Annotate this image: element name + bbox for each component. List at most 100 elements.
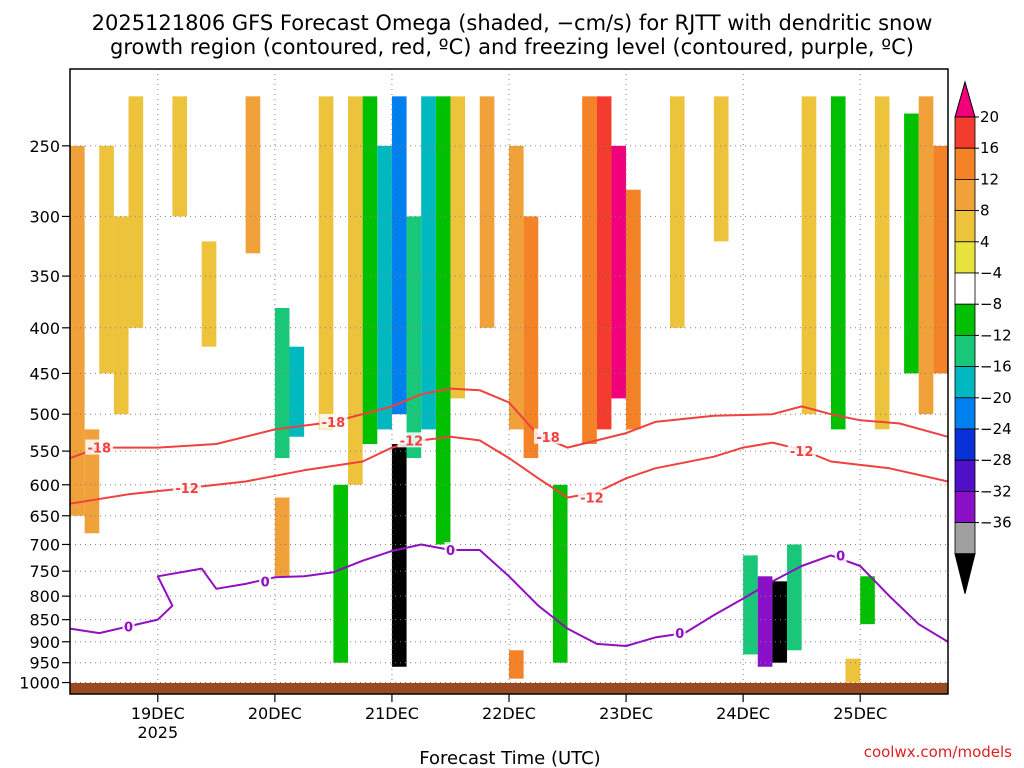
colorbar-segment <box>954 366 976 399</box>
omega-cell <box>84 429 100 534</box>
y-tick-label: 800 <box>29 587 60 606</box>
contour-label: -18 <box>322 416 346 431</box>
y-axis: 250 300 350 400 450 500 550 600 650 700 750 800 850 9… <box>19 137 70 693</box>
omega-cell <box>830 96 846 430</box>
omega-cell <box>918 96 934 415</box>
y-tick-label: 650 <box>29 507 60 526</box>
omega-cell <box>874 96 890 430</box>
omega-cell <box>787 544 802 651</box>
colorbar-label: −32 <box>980 482 1012 500</box>
x-tick-label: 23DEC <box>599 704 653 723</box>
y-tick-label: 500 <box>29 405 60 424</box>
contour-label: -12 <box>580 491 604 506</box>
omega-cell <box>509 145 524 430</box>
x-tick-sublabel: 2025 <box>137 723 178 742</box>
y-tick-label: 350 <box>29 267 60 286</box>
y-tick-label: 700 <box>29 535 60 554</box>
ground-strip <box>70 683 948 694</box>
colorbar-label: 16 <box>980 139 999 157</box>
omega-cell <box>465 145 480 430</box>
contour-label: 0 <box>675 627 684 642</box>
omega-cell <box>245 96 261 254</box>
colorbar-segment <box>954 459 976 492</box>
contour-label-bg <box>534 428 563 444</box>
omega-cell <box>391 96 407 415</box>
contour-label-bg <box>397 432 426 448</box>
contours: -18 -18 -18 -12 -12 -12 -12 0 0 0 0 0 <box>69 387 949 647</box>
omega-cell <box>289 346 305 437</box>
contour-label-bg <box>673 625 686 641</box>
omega-cell <box>128 96 144 328</box>
omega-cell <box>99 145 114 374</box>
y-tick-label: 850 <box>29 611 60 630</box>
colorbar-segment <box>954 303 976 336</box>
contour-label: 0 <box>446 544 455 559</box>
contour-label-bg <box>834 547 847 563</box>
omega-cell <box>450 96 466 399</box>
colorbar-label: −16 <box>980 358 1012 376</box>
omega-cell <box>362 96 378 444</box>
contour-label-bg <box>319 413 348 429</box>
omega-cell <box>435 96 451 545</box>
omega-cell <box>801 96 817 415</box>
y-tick-label: 750 <box>29 562 60 581</box>
omega-shading <box>70 96 948 683</box>
omega-cell <box>274 307 290 459</box>
colorbar-segment <box>954 428 976 461</box>
contour-label-bg <box>85 439 114 455</box>
omega-cell <box>933 145 948 374</box>
omega-cell <box>377 145 392 430</box>
plot-area: -18 -18 -18 -12 -12 -12 -12 0 0 0 0 0 <box>69 68 949 695</box>
omega-cell <box>333 484 349 663</box>
grid <box>70 69 948 694</box>
omega-cell <box>596 96 612 430</box>
contour-label: 0 <box>261 575 270 590</box>
omega-cell <box>845 658 861 683</box>
omega-cell <box>421 96 436 430</box>
omega-cell <box>391 443 407 667</box>
x-tick-label: 22DEC <box>482 704 536 723</box>
contour-line <box>69 543 949 647</box>
colorbar-label: −28 <box>980 451 1012 469</box>
contour-label-bg <box>122 618 135 634</box>
contour-label-bg <box>787 443 816 459</box>
colorbar-label: −36 <box>980 514 1012 532</box>
colorbar-segment <box>954 522 976 555</box>
contour-label: -12 <box>400 434 424 449</box>
colorbar-segment <box>954 272 976 305</box>
colorbar-segment <box>954 490 976 523</box>
x-tick-label: 25DEC <box>833 704 887 723</box>
colorbar-label: 20 <box>980 108 999 126</box>
x-tick-label: 20DEC <box>248 704 302 723</box>
colorbar-segment <box>954 178 976 211</box>
colorbar-label: 12 <box>980 170 999 188</box>
omega-cell <box>626 189 641 430</box>
omega-cell <box>772 581 788 663</box>
omega-cell <box>348 96 363 485</box>
x-axis-title: Forecast Time (UTC) <box>419 748 600 768</box>
title-line1: 2025121806 GFS Forecast Omega (shaded, −… <box>92 11 933 35</box>
omega-cell <box>479 96 495 328</box>
x-tick-label: 21DEC <box>365 704 419 723</box>
y-tick-label: 900 <box>29 633 60 652</box>
colorbar-segment <box>954 241 976 274</box>
contour-label-bg <box>577 489 606 505</box>
colorbar-segment <box>954 334 976 367</box>
colorbar-arrow-bottom <box>954 553 976 594</box>
omega-cell <box>860 576 875 625</box>
omega-cell <box>201 241 217 347</box>
colorbar-arrow-top <box>954 80 976 118</box>
contour-label-bg <box>259 573 272 589</box>
omega-cell <box>70 145 85 516</box>
x-tick-label: 19DEC <box>131 704 185 723</box>
colorbar: 20 16 12 8 4 −4 −8 −12 −16 −20 −24 −28 −32 −36 <box>954 80 1012 594</box>
contour-label: -12 <box>790 445 814 460</box>
colorbar-segment <box>954 116 976 149</box>
contour-label: 0 <box>124 620 133 635</box>
omega-cell <box>757 576 773 667</box>
colorbar-label: 4 <box>980 233 990 251</box>
contour-label-bg <box>173 479 202 495</box>
omega-cell <box>552 484 568 663</box>
credit-text: coolwx.com/models <box>864 743 1012 761</box>
